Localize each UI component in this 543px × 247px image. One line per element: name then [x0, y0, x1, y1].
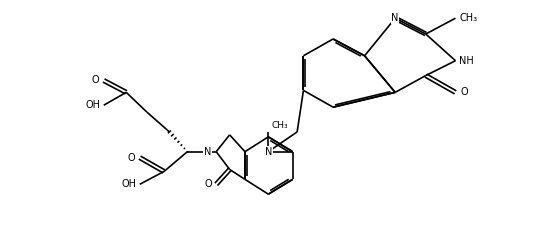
Text: N: N	[392, 13, 399, 23]
Text: CH₃: CH₃	[459, 13, 477, 23]
Text: OH: OH	[121, 179, 136, 189]
Text: O: O	[460, 87, 468, 97]
Text: N: N	[264, 147, 272, 157]
Text: O: O	[128, 153, 135, 163]
Text: NH: NH	[459, 56, 474, 66]
Text: CH₃: CH₃	[272, 121, 288, 130]
Text: N: N	[204, 147, 211, 157]
Text: OH: OH	[85, 100, 100, 110]
Text: O: O	[92, 76, 99, 85]
Text: O: O	[204, 179, 212, 189]
